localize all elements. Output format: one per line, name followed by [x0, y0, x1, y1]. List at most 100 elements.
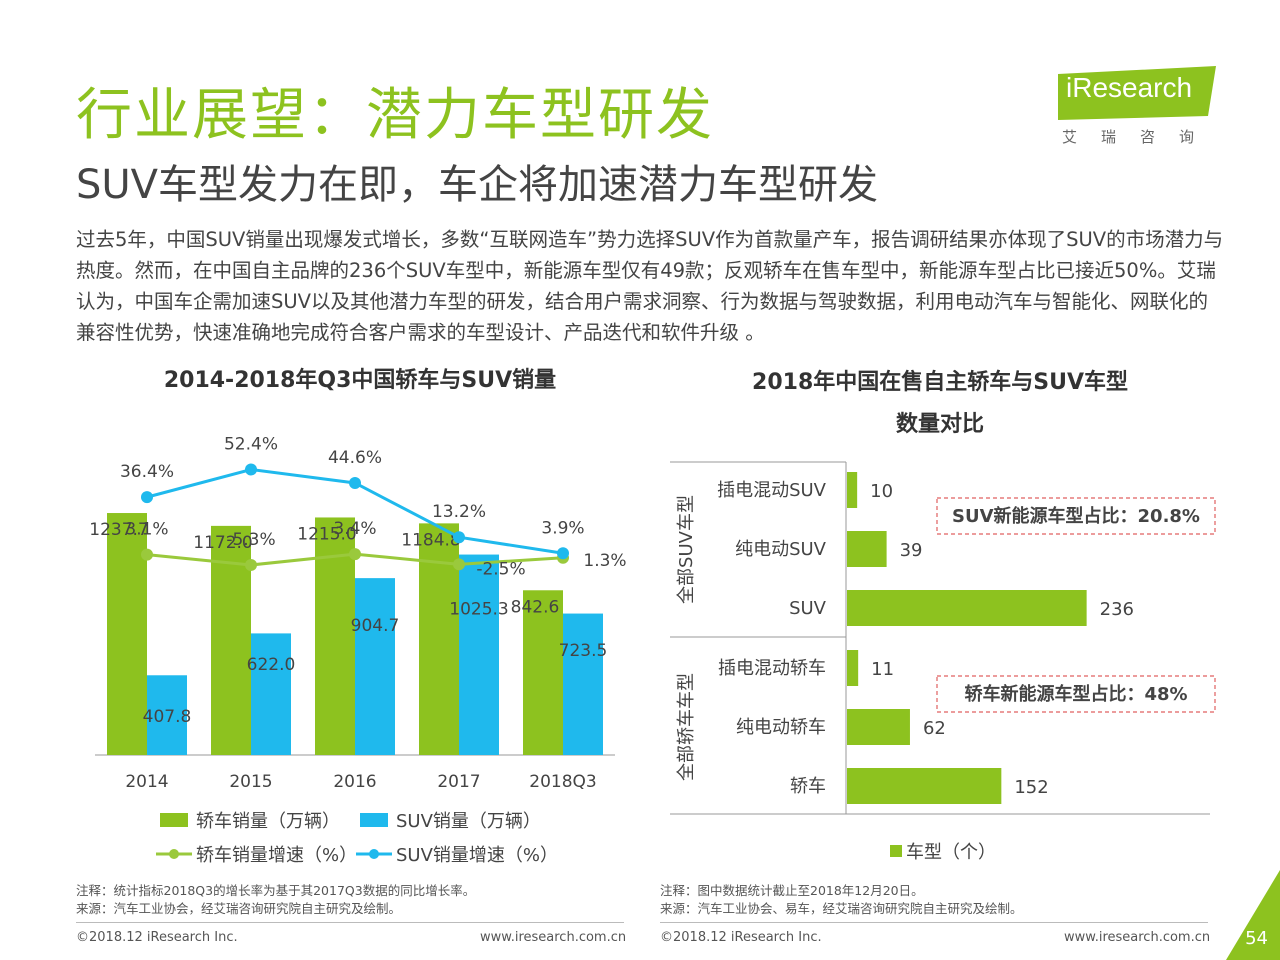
bar-suv: [251, 633, 291, 755]
bar-h: [847, 709, 910, 745]
annotation-box: [936, 675, 1216, 713]
left-note-line: 注释：统计指标2018Q3的增长率为基于其2017Q3数据的同比增长率。: [76, 883, 476, 898]
x-tick-label: 2016: [333, 772, 376, 792]
bar-value-label: 1172.0: [193, 533, 252, 553]
suv-growth-point: [349, 476, 361, 489]
right-source-line: 来源：汽车工业协会、易车，经艾瑞咨询研究院自主研究及绘制。: [660, 901, 1023, 916]
left-source-line: 来源：汽车工业协会，经艾瑞咨询研究院自主研究及绘制。: [76, 901, 402, 916]
bar-sedan: [523, 590, 563, 755]
growth-value-label: 1.3%: [583, 551, 626, 571]
left-chart-title: 2014-2018年Q3中国轿车与SUV销量: [163, 368, 557, 393]
x-tick-label: 2015: [229, 772, 272, 792]
right-chart-title-line1: 2018年中国在售自主轿车与SUV车型: [752, 370, 1128, 395]
bar-value-label: 236: [1100, 599, 1134, 620]
suv-growth-point: [245, 463, 257, 476]
growth-value-label: 3.9%: [541, 518, 584, 538]
legend-label: 车型（个）: [906, 842, 996, 863]
annotation-label: SUV新能源车型占比：20.8%: [952, 505, 1200, 527]
annotation-label: 轿车新能源车型占比：48%: [964, 683, 1187, 705]
x-tick-label: 2014: [125, 772, 168, 792]
page-number: 54: [1245, 928, 1268, 949]
growth-value-label: -5.3%: [226, 530, 275, 550]
footer-url-left: www.iresearch.com.cn: [480, 930, 627, 945]
bar-h: [847, 472, 858, 508]
legend-label: SUV销量（万辆）: [396, 811, 541, 832]
category-label: 纯电动轿车: [736, 717, 826, 738]
bar-value-label: 1184.8: [401, 530, 460, 550]
page-title: 行业展望：潜力车型研发: [76, 83, 714, 148]
logo-badge: [1058, 66, 1216, 120]
body-paragraph: 过去5年，中国SUV销量出现爆发式增长，多数“互联网造车”势力选择SUV作为首款…: [76, 228, 1224, 344]
sedan-growth-point: [245, 559, 257, 571]
bar-value-label: 1025.3: [449, 600, 508, 620]
footer-copyright-right: ©2018.12 iResearch Inc.: [660, 930, 822, 945]
suv-growth-point: [557, 547, 569, 560]
growth-value-label: 13.2%: [432, 502, 486, 522]
bar-suv: [147, 675, 187, 755]
footer-copyright-left: ©2018.12 iResearch Inc.: [76, 930, 238, 945]
right-notes: 注释：图中数据统计截止至2018年12月20日。 来源：汽车工业协会、易车，经艾…: [660, 882, 1023, 918]
legend-label: 轿车销量增速（%）: [196, 845, 357, 866]
growth-value-label: 3.1%: [125, 520, 168, 540]
bar-value-label: 152: [1014, 777, 1048, 798]
sedan-growth-point: [453, 558, 465, 571]
bar-value-label: 622.0: [247, 655, 296, 675]
iresearch-logo: iResearch 艾瑞咨询: [1058, 66, 1228, 156]
logo-subtitle: 艾瑞咨询: [1062, 128, 1219, 146]
bar-value-label: 1215.0: [297, 524, 356, 544]
footer-divider-right: [660, 922, 1208, 923]
bar-h: [847, 531, 887, 567]
bar-value-label: 39: [900, 540, 923, 561]
right-note-line: 注释：图中数据统计截止至2018年12月20日。: [660, 883, 924, 898]
suv-growth-point: [141, 491, 153, 504]
bar-h: [847, 650, 859, 686]
suv-growth-point: [453, 531, 465, 544]
right-chart-title-line2: 数量对比: [895, 412, 984, 437]
category-label: 轿车: [790, 776, 826, 797]
page-corner-triangle: [1226, 870, 1280, 960]
bar-suv: [563, 613, 603, 755]
bar-suv: [355, 578, 395, 755]
x-tick-label: 2018Q3: [529, 772, 596, 792]
x-tick-label: 2017: [437, 772, 480, 792]
bar-value-label: 904.7: [351, 616, 400, 636]
legend-label: SUV销量增速（%）: [396, 845, 558, 866]
bar-value-label: 11: [871, 659, 894, 680]
group-label: 全部轿车车型: [676, 673, 697, 781]
category-label: SUV: [789, 598, 827, 619]
growth-value-label: 3.4%: [333, 519, 376, 539]
legend-marker: [369, 849, 379, 859]
right-chart-title: 2018年中国在售自主轿车与SUV车型 数量对比: [660, 362, 1220, 446]
legend-swatch: [160, 813, 188, 827]
sedan-growth-point: [141, 548, 153, 561]
footer-divider-left: [76, 922, 624, 923]
group-label: 全部SUV车型: [676, 495, 697, 604]
logo-text: iResearch: [1066, 72, 1193, 103]
bar-value-label: 723.5: [559, 641, 608, 661]
bar-h: [847, 768, 1002, 804]
legend-marker: [169, 849, 179, 859]
annotation-box: [936, 497, 1216, 535]
bar-value-label: 407.8: [143, 707, 192, 727]
category-label: 纯电动SUV: [735, 539, 827, 560]
footer-url-right: www.iresearch.com.cn: [1064, 930, 1211, 945]
category-label: 插电混动SUV: [717, 480, 827, 501]
bar-sedan: [107, 513, 147, 755]
bar-value-label: 1237.7: [89, 520, 148, 540]
category-label: 插电混动轿车: [718, 658, 826, 679]
bar-value-label: 10: [870, 481, 893, 502]
bar-value-label: 62: [923, 718, 946, 739]
bar-h: [847, 590, 1087, 626]
legend-label: 轿车销量（万辆）: [196, 811, 340, 832]
left-notes: 注释：统计指标2018Q3的增长率为基于其2017Q3数据的同比增长率。 来源：…: [76, 882, 475, 918]
legend-swatch: [360, 813, 388, 827]
page-subtitle: SUV车型发力在即，车企将加速潜力车型研发: [76, 162, 879, 208]
growth-value-label: 44.6%: [328, 448, 382, 468]
growth-value-label: -2.5%: [476, 559, 525, 579]
bar-suv: [459, 554, 499, 755]
sedan-growth-point: [349, 548, 361, 561]
legend-swatch: [890, 845, 902, 857]
growth-value-label: 52.4%: [224, 434, 278, 454]
